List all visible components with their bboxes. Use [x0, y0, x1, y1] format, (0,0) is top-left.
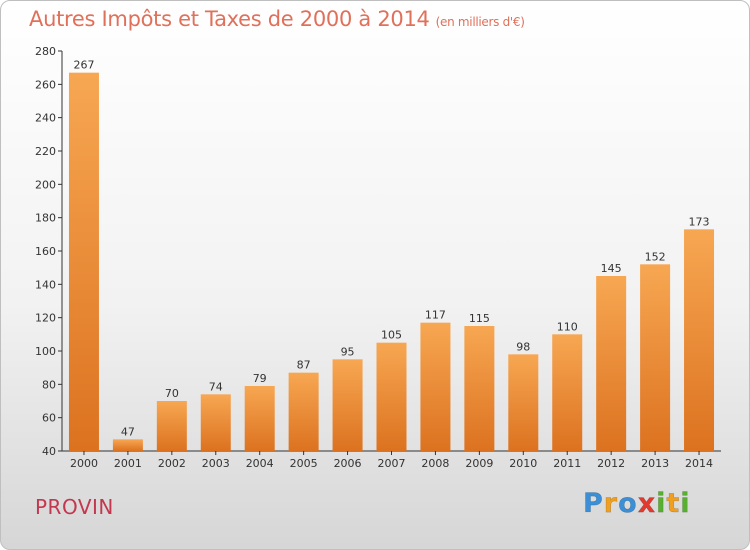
x-tick-label: 2012 [597, 457, 625, 470]
proxiti-logo: Proxiti [583, 488, 691, 520]
data-label: 79 [253, 372, 267, 385]
y-tick-label: 100 [35, 345, 56, 358]
x-tick-label: 2011 [553, 457, 581, 470]
x-tick-label: 2014 [685, 457, 713, 470]
logo-letter: r [603, 488, 619, 520]
x-tick-label: 2000 [70, 457, 98, 470]
logo-letter: P [583, 488, 604, 520]
y-tick-label: 280 [35, 45, 56, 58]
bar-2007 [376, 342, 407, 451]
chart-axes: 40 60 80 100 120 140 160 180 200 220 240 260 280 2000… [35, 45, 721, 470]
data-label: 74 [209, 380, 223, 393]
data-label: 117 [425, 309, 446, 322]
place-name: PROVIN [35, 495, 114, 519]
bar-2010 [508, 354, 539, 451]
x-tick-label: 2006 [334, 457, 362, 470]
x-tick-label: 2009 [465, 457, 493, 470]
y-tick-label: 260 [35, 78, 56, 91]
x-tick-label: 2002 [158, 457, 186, 470]
bar-2011 [552, 334, 583, 451]
y-tick-label: 60 [42, 412, 56, 425]
bar-2008 [420, 322, 451, 451]
y-tick-label: 140 [35, 278, 56, 291]
data-label: 98 [516, 340, 530, 353]
data-label: 87 [297, 359, 311, 372]
data-label: 95 [341, 345, 355, 358]
chart-bars [68, 72, 715, 452]
y-tick-label: 200 [35, 178, 56, 191]
y-tick-label: 80 [42, 378, 56, 391]
bar-2006 [332, 359, 363, 451]
x-tick-label: 2001 [114, 457, 142, 470]
bar-2005 [288, 372, 319, 451]
data-label: 145 [601, 262, 622, 275]
logo-letter: i [656, 488, 667, 520]
bar-2014 [684, 229, 715, 451]
bar-2001 [112, 439, 143, 451]
bar-2003 [200, 394, 231, 451]
x-tick-label: 2008 [421, 457, 449, 470]
chart-unit: (en milliers d'€) [435, 15, 525, 29]
chart-title-text: Autres Impôts et Taxes de 2000 à 2014 [29, 7, 430, 31]
x-tick-label: 2010 [509, 457, 537, 470]
logo-letter: x [637, 488, 657, 520]
data-label: 105 [381, 329, 402, 342]
bar-2012 [596, 276, 627, 451]
data-label: 110 [557, 320, 578, 333]
x-tick-label: 2007 [378, 457, 406, 470]
bar-2002 [156, 401, 187, 451]
y-tick-label: 160 [35, 245, 56, 258]
x-tick-label: 2004 [246, 457, 274, 470]
y-tick-label: 120 [35, 312, 56, 325]
bar-2009 [464, 326, 495, 451]
x-tick-label: 2013 [641, 457, 669, 470]
bar-2013 [640, 264, 671, 451]
data-label: 267 [73, 59, 94, 72]
y-tick-label: 220 [35, 145, 56, 158]
logo-letter: t [666, 488, 681, 520]
data-label: 173 [689, 215, 710, 228]
chart-title: Autres Impôts et Taxes de 2000 à 2014 (en… [29, 7, 525, 31]
data-label: 152 [645, 250, 666, 263]
logo-letter: o [618, 488, 638, 520]
logo-letter: i [680, 488, 691, 520]
y-tick-label: 240 [35, 112, 56, 125]
y-tick-label: 180 [35, 212, 56, 225]
x-tick-label: 2005 [290, 457, 318, 470]
data-label: 47 [121, 425, 135, 438]
data-label: 115 [469, 312, 490, 325]
x-tick-label: 2003 [202, 457, 230, 470]
data-label: 70 [165, 387, 179, 400]
chart-data-labels: 267 47 70 74 79 87 95 105 117 115 98 110 145 152 173 [73, 59, 709, 439]
y-tick-label: 40 [42, 445, 56, 458]
bar-2000 [68, 72, 99, 452]
bar-2004 [244, 386, 275, 451]
